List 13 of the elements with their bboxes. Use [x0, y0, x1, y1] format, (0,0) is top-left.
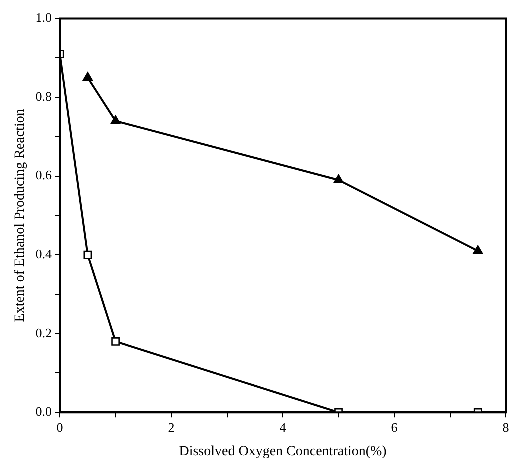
x-tick-label: 0	[56, 420, 64, 435]
y-axis-title: Extent of Ethanol Producing Reaction	[13, 109, 28, 322]
x-axis-title: Dissolved Oxygen Concentration(%)	[179, 444, 388, 460]
x-tick-label: 2	[168, 420, 175, 435]
x-tick-label: 8	[502, 420, 510, 435]
y-tick-label: 0.8	[36, 88, 52, 104]
y-tick-label: 0.2	[36, 325, 52, 340]
y-tick-label: 0.0	[36, 404, 52, 420]
y-tick-label: 1.0	[36, 10, 52, 26]
y-tick-label: 0.4	[36, 246, 53, 262]
x-tick-label: 6	[391, 420, 398, 435]
y-tick-label: 0.6	[36, 168, 53, 183]
x-tick-label: 4	[280, 420, 287, 435]
